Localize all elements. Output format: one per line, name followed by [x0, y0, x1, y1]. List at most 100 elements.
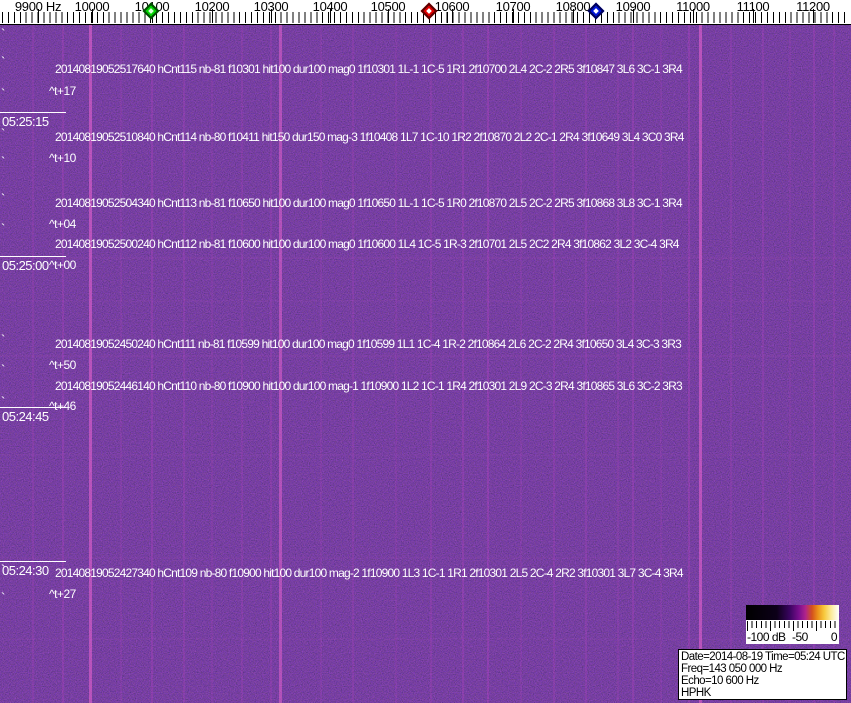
event-time-offset: ^t+46 — [49, 399, 76, 413]
freq-tick-label: 10600 — [434, 0, 470, 14]
noise-band — [0, 355, 851, 357]
edge-tick-mark: ` — [1, 332, 6, 347]
event-time-offset: ^t+27 — [49, 587, 76, 601]
time-label: 05:24:45 — [0, 407, 66, 424]
carrier-streak — [520, 24, 522, 703]
info-station: HPHK — [681, 687, 711, 699]
carrier-streak — [789, 24, 791, 703]
freq-tick-label: 10700 — [495, 0, 531, 14]
color-gradient-bar — [746, 605, 839, 620]
carrier-streak — [120, 24, 122, 703]
time-label: 05:24:30 — [0, 561, 66, 578]
noise-band — [0, 454, 851, 456]
info-frequency: Freq=143 050 000 Hz — [681, 663, 783, 675]
freq-tick-label: 10200 — [194, 0, 230, 14]
info-box: Date=2014-08-19 Time=05:24 UTC Freq=143 … — [678, 649, 847, 700]
carrier-streak — [585, 24, 587, 703]
marker-core — [148, 8, 154, 14]
carrier-streak — [553, 24, 555, 703]
edge-tick-mark: ` — [1, 126, 6, 141]
db-scale-ruler: -100 dB -50 0 — [746, 620, 839, 644]
spectrogram-overlays: ` ` ` ` ` ` ` ` ` ` ` ` 20140819052517640 hCnt115 nb… — [0, 24, 851, 703]
freq-tick-label: 11000 — [676, 0, 710, 14]
spectrogram-display[interactable]: ` ` ` ` ` ` ` ` ` ` ` ` 20140819052517640 hCnt115 nb… — [0, 24, 851, 703]
carrier-streak — [395, 24, 397, 703]
carrier-streak — [430, 24, 432, 703]
carrier-streak — [183, 24, 185, 703]
carrier-streak — [89, 24, 92, 703]
carrier-streak — [320, 24, 322, 703]
info-date-time: Date=2014-08-19 Time=05:24 UTC — [681, 651, 845, 663]
carrier-streak — [660, 24, 662, 703]
edge-tick-mark: ` — [1, 221, 6, 236]
freq-major-tick — [452, 9, 453, 23]
edge-tick-mark: ` — [1, 54, 6, 69]
meteor-event-text: 20140819052517640 hCnt115 nb-81 f10301 h… — [55, 62, 683, 76]
carrier-streak — [699, 24, 702, 703]
meteor-event-text: 20140819052450240 hCnt111 nb-81 f10599 h… — [55, 337, 682, 351]
carrier-streak — [762, 24, 764, 703]
db-major-ticks — [747, 621, 839, 631]
carrier-streak — [688, 24, 690, 703]
carrier-streak — [833, 24, 835, 703]
db-label-min: -100 dB — [747, 630, 786, 644]
freq-major-tick — [330, 9, 331, 23]
event-time-offset: ^t+04 — [49, 217, 76, 231]
time-label: 05:25:15 — [0, 112, 66, 129]
freq-tick-label: 9900 Hz — [14, 0, 62, 14]
event-time-offset: ^t+10 — [49, 151, 76, 165]
freq-major-tick — [513, 9, 514, 23]
carrier-streak — [813, 24, 815, 703]
edge-tick-mark: ` — [1, 394, 6, 409]
freq-major-tick — [813, 9, 814, 23]
marker-core — [426, 8, 432, 14]
edge-tick-mark: ` — [1, 362, 6, 377]
event-time-offset: ^t+50 — [49, 358, 76, 372]
noise-band — [0, 300, 851, 302]
frequency-minor-ticks — [2, 12, 849, 23]
event-time-offset: ^t+00 — [49, 258, 76, 272]
carrier-streak — [151, 24, 153, 703]
carrier-streak — [632, 24, 634, 703]
marker-core — [593, 8, 599, 14]
freq-tick-label: 11200 — [796, 0, 830, 14]
freq-tick-label: 11100 — [736, 0, 770, 14]
freq-tick-label: 10000 — [74, 0, 110, 14]
carrier-streak — [241, 24, 243, 703]
edge-tick-mark: ` — [1, 191, 6, 206]
freq-major-tick — [753, 9, 754, 23]
freq-tick-label: 10400 — [312, 0, 348, 14]
carrier-streak — [270, 24, 272, 703]
event-time-offset: ^t+17 — [49, 84, 76, 98]
freq-tick-label: 10800 — [555, 0, 591, 14]
freq-major-tick — [271, 9, 272, 23]
edge-tick-mark: ` — [1, 154, 6, 169]
carrier-streak — [32, 24, 34, 703]
edge-tick-mark: ` — [1, 86, 6, 101]
edge-tick-mark: ` — [1, 26, 6, 41]
carrier-streak — [211, 24, 213, 703]
meteor-event-text: 20140819052510840 hCnt114 nb-80 f10411 h… — [55, 130, 684, 144]
freq-major-tick — [633, 9, 634, 23]
carrier-streak — [62, 24, 64, 703]
noise-band — [0, 257, 851, 259]
noise-band — [0, 638, 851, 640]
freq-major-tick — [212, 9, 213, 23]
edge-tick-mark: ` — [1, 562, 6, 577]
meteor-event-text: 20140819052446140 hCnt110 nb-80 f10900 h… — [55, 379, 683, 393]
freq-tick-label: 10300 — [253, 0, 289, 14]
freq-tick-label: 10500 — [370, 0, 406, 14]
info-echo: Echo=10 600 Hz — [681, 675, 759, 687]
meteor-event-text: 20140819052500240 hCnt112 nb-81 f10600 h… — [55, 237, 679, 251]
freq-tick-label: 10900 — [615, 0, 651, 14]
freq-major-tick — [38, 9, 39, 23]
frequency-ruler[interactable]: 9900 Hz100001010010200103001040010500106… — [0, 0, 851, 25]
freq-major-tick — [693, 9, 694, 23]
freq-major-tick — [92, 9, 93, 23]
edge-tick-mark: ` — [1, 590, 6, 605]
db-label-max: 0 — [830, 630, 838, 644]
noise-band — [0, 557, 851, 559]
carrier-streak — [462, 24, 464, 703]
freq-major-tick — [388, 9, 389, 23]
carrier-streak — [617, 24, 619, 703]
